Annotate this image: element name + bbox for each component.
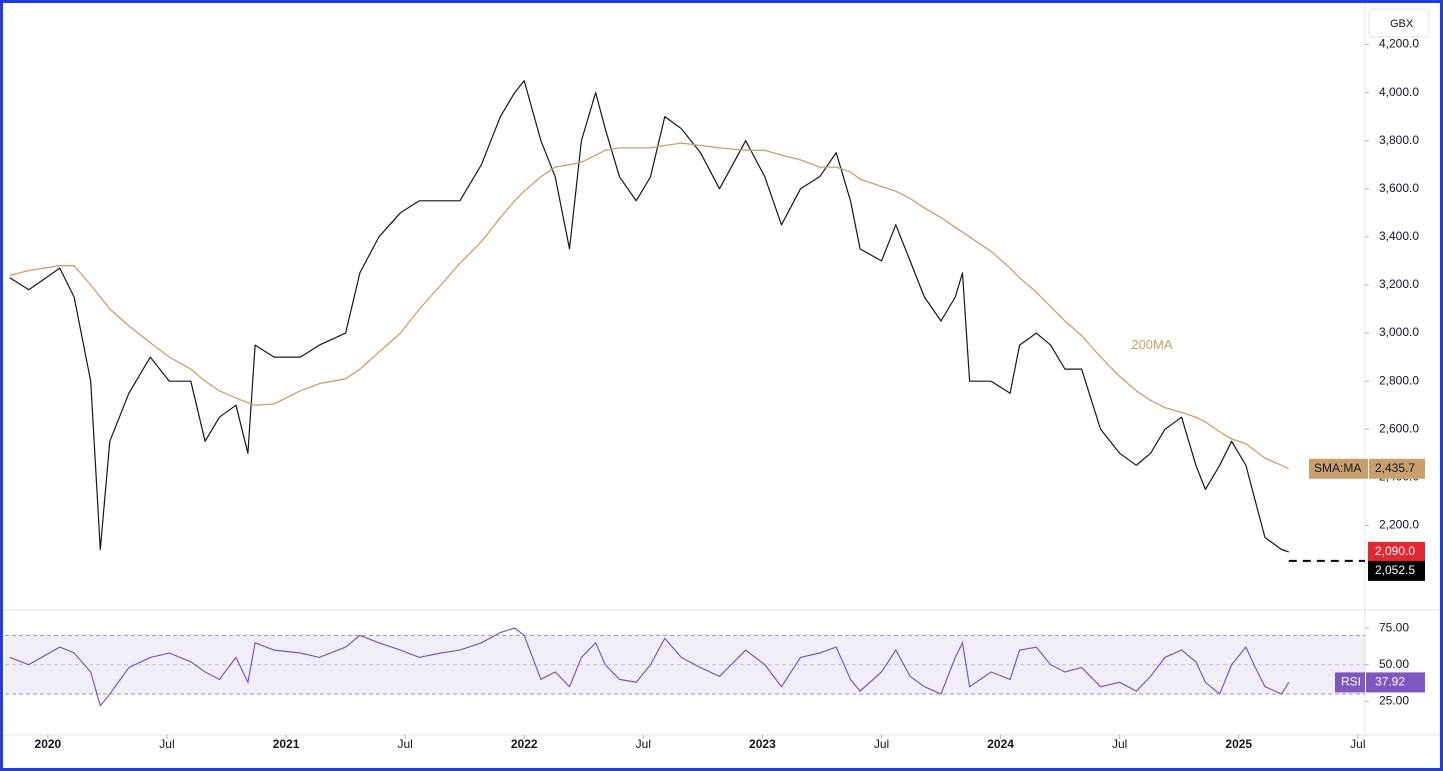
y-tick-label: 2,200.0 [1379,518,1419,532]
x-tick-label: Jul [397,737,412,751]
y-tick-label: 2,600.0 [1379,421,1419,435]
price-value: 2,090.0 [1375,544,1415,558]
x-tick-label: 2025 [1225,737,1252,751]
chart: GBX 2,200.02,400.02,600.02,800.03,000.03… [3,3,1440,751]
x-tick-label: 2020 [35,737,62,751]
price-label-box [1368,541,1425,562]
x-tick-label: 2023 [749,737,776,751]
sma-name: SMA:MA [1314,461,1361,475]
x-tick-label: Jul [159,737,174,751]
x-tick-label: Jul [1112,737,1127,751]
rsi-value-divider [1365,672,1366,693]
y-tick-label: 3,600.0 [1379,181,1419,195]
price-line [9,80,1289,553]
rsi-value: 37.92 [1375,675,1405,689]
y-tick-label: 4,200.0 [1379,37,1419,51]
rsi-tick-label: 75.00 [1379,620,1409,634]
x-tick-label: 2021 [273,737,300,751]
rsi-line [9,627,1290,707]
sma-value-divider [1368,458,1369,479]
currency-box [1368,8,1430,38]
x-tick-label: Jul [1350,737,1365,751]
y-tick-label: 3,000.0 [1379,325,1419,339]
y-tick-label: 3,200.0 [1379,277,1419,291]
x-tick-label: 2024 [987,737,1014,751]
rsi-tick-label: 50.00 [1379,657,1409,671]
rsi-name: RSI [1341,675,1361,689]
annotation: 200MA [1131,337,1173,352]
y-tick-label: 4,000.0 [1379,85,1419,99]
support-value: 2,052.5 [1375,563,1415,577]
x-tick-label: Jul [874,737,889,751]
moving-average-line [9,142,1290,470]
support-label-box [1368,560,1425,581]
sma-value: 2,435.7 [1375,461,1415,475]
y-tick-label: 3,800.0 [1379,133,1419,147]
rsi-label-box [1335,672,1425,693]
sma-label-box [1309,458,1425,479]
x-tick-label: 2022 [511,737,538,751]
currency: GBX [1390,18,1414,30]
y-tick-label: 3,400.0 [1379,229,1419,243]
rsi-tick-label: 25.00 [1379,693,1409,707]
y-tick-label: 2,800.0 [1379,373,1419,387]
x-tick-label: Jul [636,737,651,751]
